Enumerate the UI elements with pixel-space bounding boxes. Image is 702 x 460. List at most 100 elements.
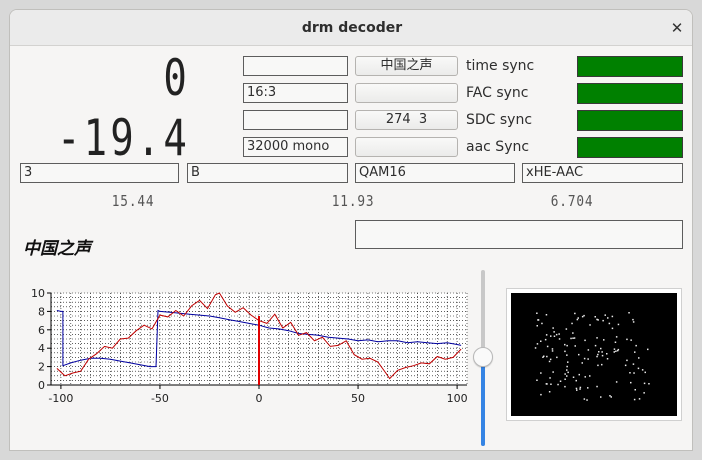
constellation-point [566,375,568,377]
constellation-point [584,339,586,342]
constellation-point [611,327,614,330]
constellation-point [578,373,580,376]
constellation-point [546,345,549,348]
constellation-point [624,364,627,367]
fac-sync-indicator [577,83,683,104]
slider-handle[interactable] [473,347,493,367]
constellation-point [596,318,598,321]
series-channel-line [56,309,462,368]
constellation-point [643,392,645,394]
constellation-point [543,355,545,357]
constellation-point [644,371,646,374]
constellation-point [546,383,548,385]
constellation-point [632,363,635,365]
constellation-point [643,382,646,385]
field-empty-3 [243,110,348,130]
readout-1: 15.44 [111,192,155,210]
constellation-point [610,396,612,398]
constellation-point [572,332,574,334]
constellation-point [578,353,580,356]
constellation-point [615,336,618,338]
y-tick-label: 8 [38,305,45,318]
constellation-point [601,351,603,353]
constellation-point [544,338,547,341]
y-tick-label: 10 [31,287,45,300]
constellation-point [616,349,619,352]
aac-sync-label: aac Sync [466,139,530,155]
constellation-point [553,335,556,337]
constellation-point [609,395,611,397]
constellation-point [586,399,588,401]
y-tick-label: 6 [38,324,45,337]
constellation-point [536,312,538,314]
constellation-point [575,387,578,390]
constellation-point [564,378,566,380]
constellation-point [606,353,608,355]
constellation-point [567,371,569,374]
station-name: 中国之声 [23,239,91,259]
app-window: drm decoder ✕ 0 -19.4 16:3 32000 mono 中国… [9,9,693,451]
y-tick-label: 4 [38,342,45,355]
spectrum-occupancy-field: B [187,163,348,183]
button-2[interactable] [355,83,458,103]
service-button[interactable]: 中国之声 [355,56,458,76]
channel-chart: 0 2 4 6 8 10 -100 -50 0 50 100 [31,287,468,405]
y-tick-label: 0 [38,379,45,392]
constellation-point [600,396,602,398]
button-4[interactable] [355,137,458,157]
constellation-point [626,338,628,341]
constellation-point [552,327,554,329]
constellation-point [567,361,569,363]
constellation-point [553,331,555,333]
field-empty-1 [243,56,348,76]
constellation-point [540,340,542,342]
constellation-point [575,379,577,382]
constellation-point [604,314,606,316]
constellation-point [584,376,586,378]
constellation-point [570,337,572,340]
constellation-point [542,356,544,358]
constellation-point [550,335,552,337]
window-title: drm decoder [301,20,403,36]
constellation-point [564,350,566,353]
constellation-point [550,383,552,385]
constellation-point [536,379,538,381]
constellation-point [549,377,551,379]
constellation-point [603,339,605,341]
constellation-point [589,375,591,377]
lcd-top-readout: 0 [163,49,190,107]
main-content: 0 -19.4 16:3 32000 mono 中国之声 274 3 time … [10,46,692,450]
constellation-point [571,322,573,325]
constellation-point [594,316,596,318]
y-tick-label: 2 [38,361,45,374]
time-sync-label: time sync [466,58,535,74]
constellation-point [633,398,636,401]
constellation-point [634,351,636,353]
readout-2: 11.93 [331,192,375,210]
close-icon[interactable]: ✕ [670,19,684,37]
constellation-point [608,322,611,325]
constellation-point [613,351,615,353]
constellation-point [541,322,543,325]
constellation-point [536,343,539,345]
constellation-point [581,315,584,318]
constellation-plot [511,293,677,416]
x-tick-label: -50 [151,392,169,405]
constellation-point [606,358,609,360]
constellation-point [596,355,598,358]
constellation-point [583,314,585,317]
constellation-point [551,348,554,350]
constellation-point [617,323,620,326]
sdc-sync-indicator [577,110,683,131]
constellation-point [552,371,554,373]
x-tick-label: 100 [447,392,468,405]
constellation-point [634,389,636,391]
constellation-point [555,333,558,336]
constellation-point [558,333,560,335]
constellation-point [607,317,609,319]
constellation-point [579,386,582,389]
constellation-point [596,385,598,388]
constellation-point [574,312,576,315]
sdc-value-button[interactable]: 274 3 [355,110,458,130]
constellation-point [647,348,649,351]
